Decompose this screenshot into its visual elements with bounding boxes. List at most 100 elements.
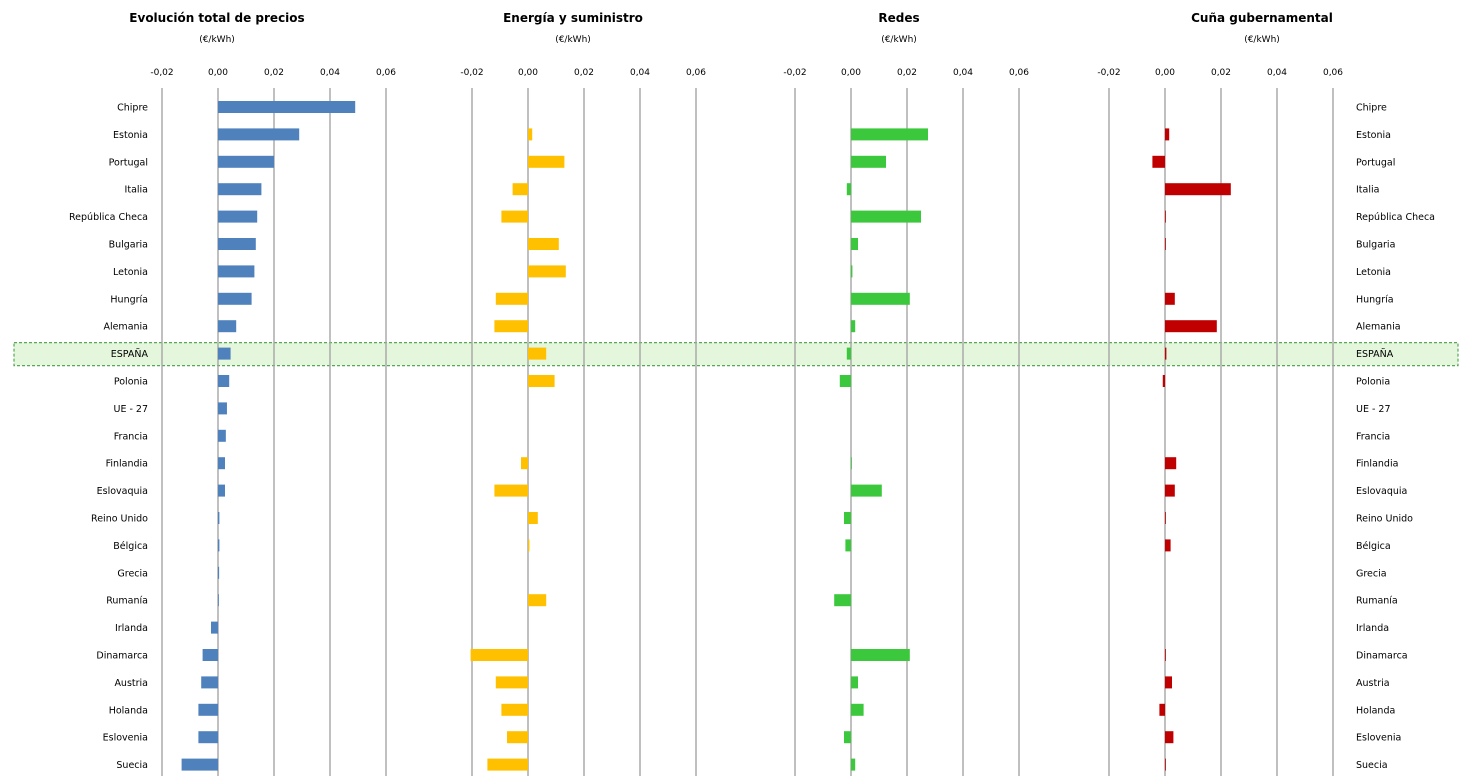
panel-unit: (€/kWh) xyxy=(881,35,917,45)
category-label: Suecia xyxy=(116,760,148,771)
category-label: República Checa xyxy=(69,212,148,223)
category-label-right: Rumanía xyxy=(1356,596,1398,607)
tick-label: 0,06 xyxy=(1323,68,1343,78)
bar-estonia xyxy=(528,128,532,140)
bar-eslovenia xyxy=(198,731,218,743)
panel-unit: (€/kWh) xyxy=(199,35,235,45)
bar-italia xyxy=(847,183,851,195)
category-label: Grecia xyxy=(117,568,148,579)
bar-alemania xyxy=(851,320,855,332)
bar-república-checa xyxy=(1165,211,1166,223)
bar-irlanda xyxy=(211,622,218,634)
bar-letonia xyxy=(851,265,852,277)
bar-dinamarca xyxy=(471,649,528,661)
category-label: UE - 27 xyxy=(113,404,148,415)
category-label-right: Holanda xyxy=(1356,705,1395,716)
tick-label: -0,02 xyxy=(460,68,483,78)
bar-holanda xyxy=(198,704,218,716)
bar-bélgica xyxy=(218,539,219,551)
bar-ue-27 xyxy=(218,402,227,414)
bar-suecia xyxy=(1165,759,1166,771)
bar-reino-unido xyxy=(528,512,538,524)
bar-república-checa xyxy=(501,211,528,223)
tick-label: 0,02 xyxy=(264,68,284,78)
bar-eslovaquia xyxy=(851,485,882,497)
bar-polonia xyxy=(528,375,555,387)
category-label: Estonia xyxy=(113,130,148,141)
category-label-right: Bulgaria xyxy=(1356,240,1395,251)
bar-suecia xyxy=(182,759,218,771)
bar-españa xyxy=(847,348,851,360)
category-label-right: Suecia xyxy=(1356,760,1388,771)
bar-grecia xyxy=(218,567,219,579)
category-label-right: Finlandia xyxy=(1356,459,1398,470)
bar-eslovaquia xyxy=(494,485,528,497)
bar-holanda xyxy=(851,704,864,716)
bar-chipre xyxy=(218,101,355,113)
bar-portugal xyxy=(1152,156,1165,168)
category-label: Dinamarca xyxy=(96,651,148,662)
bar-rumanía xyxy=(834,594,851,606)
category-label-right: Dinamarca xyxy=(1356,651,1408,662)
bar-reino-unido xyxy=(844,512,851,524)
category-label-right: Chipre xyxy=(1356,103,1387,114)
tick-label: 0,04 xyxy=(320,68,340,78)
tick-label: -0,02 xyxy=(783,68,806,78)
panel-title: Redes xyxy=(878,11,919,25)
category-label: Chipre xyxy=(117,103,148,114)
category-label: Irlanda xyxy=(115,623,148,634)
bar-reino-unido xyxy=(218,512,219,524)
category-label: Eslovenia xyxy=(103,733,148,744)
panel-title: Evolución total de precios xyxy=(129,11,304,25)
category-label: Letonia xyxy=(113,267,148,278)
bar-hungría xyxy=(496,293,528,305)
bar-república-checa xyxy=(851,211,921,223)
bar-estonia xyxy=(851,128,928,140)
bar-holanda xyxy=(501,704,528,716)
bar-alemania xyxy=(494,320,528,332)
bar-hungría xyxy=(1165,293,1175,305)
tick-label: 0,02 xyxy=(1211,68,1231,78)
bar-bélgica xyxy=(1165,539,1171,551)
tick-label: 0,00 xyxy=(208,68,228,78)
bar-eslovaquia xyxy=(218,485,225,497)
tick-label: 0,04 xyxy=(953,68,973,78)
category-label-right: Letonia xyxy=(1356,267,1391,278)
bar-dinamarca xyxy=(203,649,218,661)
category-label-right: Reino Unido xyxy=(1356,514,1413,525)
bar-hungría xyxy=(218,293,252,305)
bar-bélgica xyxy=(528,539,529,551)
category-label-right: Alemania xyxy=(1356,322,1401,333)
bar-eslovaquia xyxy=(1165,485,1175,497)
category-label: Francia xyxy=(114,431,148,442)
bar-italia xyxy=(218,183,261,195)
category-label: Rumanía xyxy=(106,596,148,607)
panel-title: Cuña gubernamental xyxy=(1191,11,1333,25)
bar-polonia xyxy=(1163,375,1165,387)
category-label: ESPAÑA xyxy=(111,349,149,360)
bar-rumanía xyxy=(218,594,219,606)
bar-finlandia xyxy=(1165,457,1176,469)
tick-label: -0,02 xyxy=(150,68,173,78)
category-label: Portugal xyxy=(109,157,148,168)
tick-label: 0,02 xyxy=(897,68,917,78)
category-label-right: Portugal xyxy=(1356,157,1395,168)
bar-bulgaria xyxy=(218,238,256,250)
bar-españa xyxy=(528,348,546,360)
tick-label: 0,04 xyxy=(1267,68,1287,78)
category-label: Bulgaria xyxy=(109,240,148,251)
bar-holanda xyxy=(1159,704,1165,716)
category-label-right: Italia xyxy=(1356,185,1379,196)
category-label: Reino Unido xyxy=(91,514,148,525)
bar-austria xyxy=(851,676,858,688)
panel-unit: (€/kWh) xyxy=(555,35,591,45)
bar-letonia xyxy=(218,265,254,277)
bar-finlandia xyxy=(218,457,225,469)
tick-label: 0,00 xyxy=(1155,68,1175,78)
bar-alemania xyxy=(1165,320,1217,332)
category-label-right: Bélgica xyxy=(1356,541,1391,552)
